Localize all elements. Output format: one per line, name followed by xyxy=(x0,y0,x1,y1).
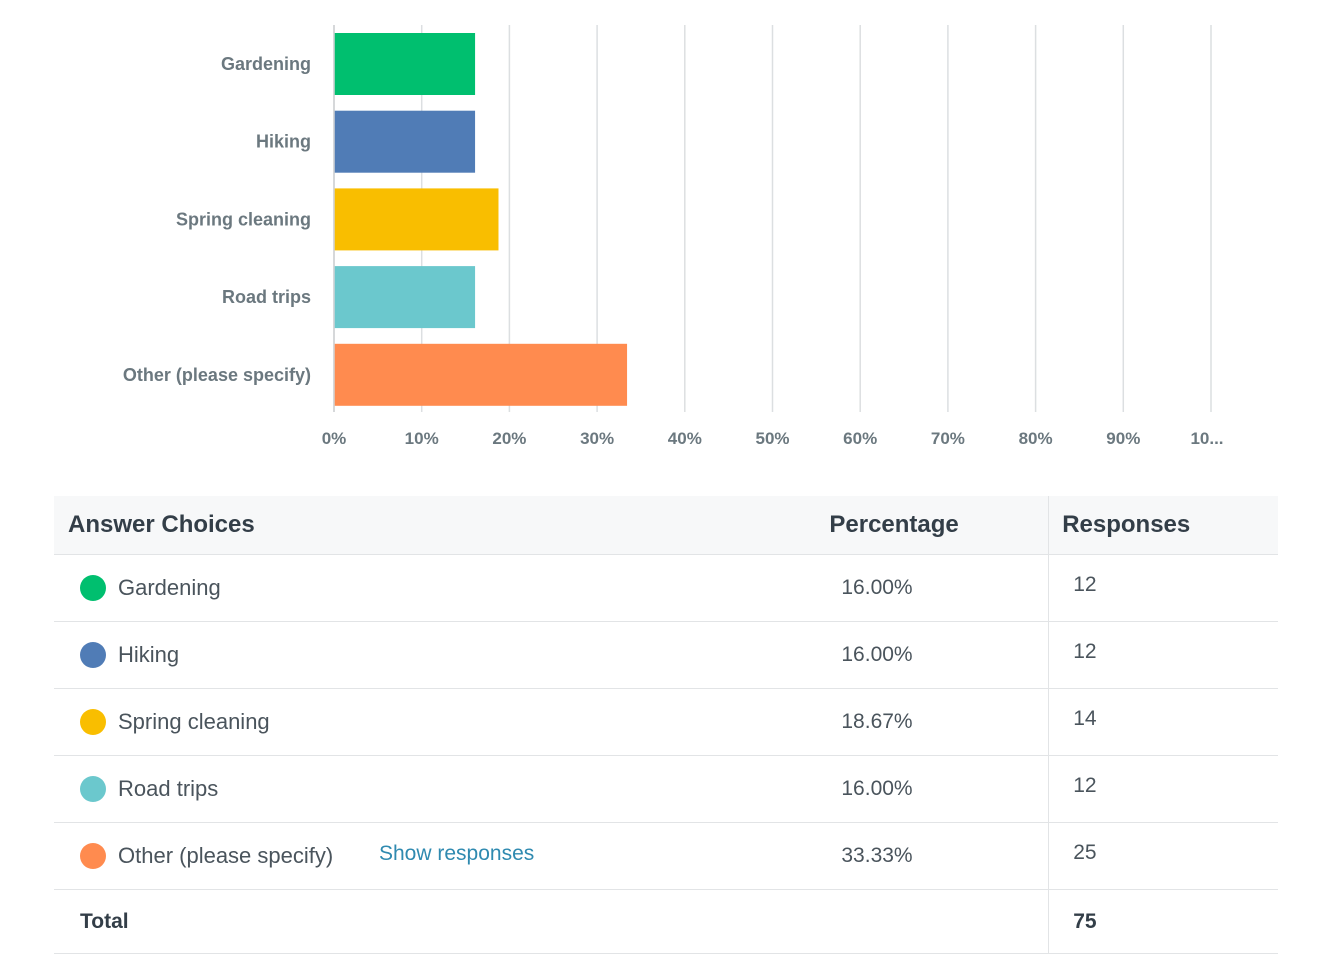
choice-percentage: 33.33% xyxy=(841,844,913,867)
chart-x-tick-label: 50% xyxy=(755,429,789,448)
chart-bar[interactable] xyxy=(334,110,476,173)
chart-category-label: Spring cleaning xyxy=(176,209,311,229)
chart-category-labels: Gardening Hiking Spring cleaning Road trips… xyxy=(123,54,311,385)
table-header: Answer Choices Percentage Responses xyxy=(54,496,1278,555)
table-row: Other (please specify) Show responses 33… xyxy=(54,823,1278,890)
chart-x-tick-label: 80% xyxy=(1019,429,1053,448)
table-row: Gardening 16.00% 12 xyxy=(54,555,1278,622)
table-total-row: Total 75 xyxy=(54,890,1278,954)
legend-dot-icon xyxy=(80,709,106,735)
total-value: 75 xyxy=(1073,909,1097,933)
chart-x-tick-label: 10... xyxy=(1190,429,1223,448)
chart-x-tick-labels: 0% 10% 20% 30% 40% 50% 60% 70% 80% 90% 10... xyxy=(322,429,1224,448)
choice-percentage: 16.00% xyxy=(841,643,913,666)
chart-svg: Gardening Hiking Spring cleaning Road trips… xyxy=(123,25,1224,448)
table-row: Hiking 16.00% 12 xyxy=(54,622,1278,689)
chart-category-label: Road trips xyxy=(222,287,311,307)
choice-responses: 12 xyxy=(1073,573,1097,596)
choice-label: Spring cleaning xyxy=(118,709,270,734)
chart-x-tick-label: 40% xyxy=(668,429,702,448)
chart-x-tick-label: 0% xyxy=(322,429,347,448)
choice-percentage: 16.00% xyxy=(841,576,913,599)
choice-percentage: 16.00% xyxy=(841,777,913,800)
chart-bars xyxy=(334,33,628,406)
choice-label: Road trips xyxy=(118,776,219,801)
chart-x-tick-label: 20% xyxy=(492,429,526,448)
legend-dot-icon xyxy=(80,776,106,802)
chart-category-label: Hiking xyxy=(256,132,311,152)
choice-label: Hiking xyxy=(118,642,180,667)
chart-x-tick-label: 70% xyxy=(931,429,965,448)
header-percentage: Percentage xyxy=(829,511,959,538)
legend-dot-icon xyxy=(80,843,106,869)
legend-dot-icon xyxy=(80,642,106,668)
total-label: Total xyxy=(80,909,129,933)
chart-x-tick-label: 10% xyxy=(405,429,439,448)
chart-bar[interactable] xyxy=(334,188,499,251)
chart-x-tick-label: 90% xyxy=(1106,429,1140,448)
chart-bar[interactable] xyxy=(334,266,476,329)
chart-bar[interactable] xyxy=(334,33,476,95)
choice-label: Gardening xyxy=(118,575,221,600)
chart-bar[interactable] xyxy=(334,343,628,406)
show-responses-link[interactable]: Show responses xyxy=(379,842,535,866)
answer-table: Answer Choices Percentage Responses Gard… xyxy=(54,496,1278,954)
legend-dot-icon xyxy=(80,575,106,601)
choice-responses: 14 xyxy=(1073,707,1097,730)
choice-responses: 25 xyxy=(1073,841,1097,864)
choice-percentage: 18.67% xyxy=(841,710,913,733)
header-responses: Responses xyxy=(1062,511,1191,538)
choice-label: Other (please specify) xyxy=(118,843,334,868)
chart-x-tick-label: 60% xyxy=(843,429,877,448)
choice-responses: 12 xyxy=(1073,774,1097,797)
bar-chart: Gardening Hiking Spring cleaning Road trips… xyxy=(0,0,1335,470)
table-row: Spring cleaning 18.67% 14 xyxy=(54,689,1278,756)
chart-category-label: Gardening xyxy=(221,54,311,74)
header-answer-choices: Answer Choices xyxy=(68,511,255,538)
chart-x-tick-label: 30% xyxy=(580,429,614,448)
chart-category-label: Other (please specify) xyxy=(123,365,311,385)
table-row: Road trips 16.00% 12 xyxy=(54,756,1278,823)
choice-responses: 12 xyxy=(1073,640,1097,663)
